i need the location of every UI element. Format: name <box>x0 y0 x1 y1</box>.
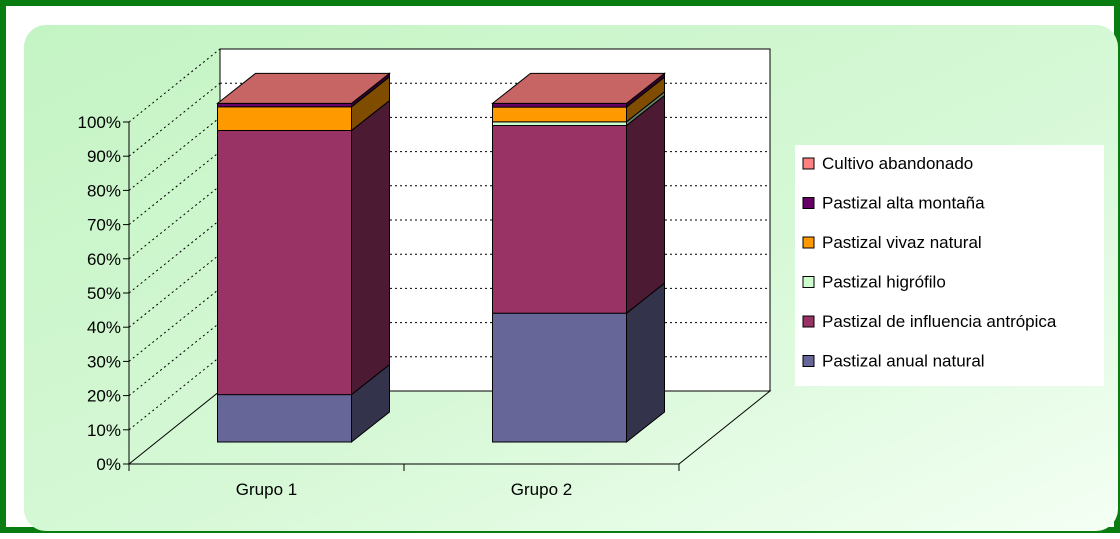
bar-segment-front <box>217 106 352 132</box>
bar-segment-front <box>217 102 352 108</box>
bar-segment-front <box>492 102 627 108</box>
bar-segment-front <box>492 121 627 127</box>
legend-swatch <box>802 355 815 367</box>
y-tick-label: 100% <box>78 113 121 132</box>
legend-label: Pastizal alta montaña <box>822 194 985 213</box>
legend-swatch <box>802 197 815 209</box>
bar-segment-side <box>626 94 665 315</box>
legend-label: Pastizal vivaz natural <box>822 233 982 252</box>
y-tick-label: 30% <box>87 352 121 371</box>
y-tick-label: 70% <box>87 216 121 235</box>
x-category-label: Grupo 1 <box>236 480 297 499</box>
legend-swatch <box>802 315 815 328</box>
bar-stack <box>491 72 666 444</box>
legend: Cultivo abandonado Pastizal alta montaña P… <box>795 145 1104 386</box>
bars <box>216 72 666 444</box>
y-tick-label: 10% <box>87 421 121 440</box>
bar-top-cap <box>491 72 666 104</box>
y-tick-label: 50% <box>87 284 121 303</box>
bar-segment-front <box>492 106 627 123</box>
stacked-3d-bar-chart: 0% 10% 20% 30% 40% 50% 60% 70% 80% 90% 100% Grupo … <box>24 25 1118 531</box>
legend-swatch <box>802 276 815 288</box>
x-category-label: Grupo 2 <box>511 480 572 499</box>
y-tick-label: 20% <box>87 387 121 406</box>
legend-label: Cultivo abandonado <box>822 154 973 173</box>
legend-swatch <box>802 236 815 249</box>
y-tick-label: 60% <box>87 250 121 269</box>
bar-stack <box>216 72 391 444</box>
y-tick-label: 0% <box>96 455 121 474</box>
bar-segment-front <box>492 125 627 314</box>
bar-segment-front <box>217 394 352 443</box>
legend-label: Pastizal higrófilo <box>822 273 946 292</box>
bar-top-cap <box>216 72 391 104</box>
bar-segment-front <box>492 312 627 443</box>
bar-segment-front <box>217 130 352 396</box>
bar-segment-side <box>351 99 390 396</box>
legend-label: Pastizal anual natural <box>822 352 985 371</box>
legend-label: Pastizal de influencia antrópica <box>822 312 1057 331</box>
legend-box <box>795 145 1104 386</box>
legend-swatch <box>802 157 815 170</box>
axes <box>123 121 680 471</box>
y-axis-tick-labels: 0% 10% 20% 30% 40% 50% 60% 70% 80% 90% 100% <box>78 113 121 474</box>
y-tick-label: 40% <box>87 318 121 337</box>
x-axis-category-labels: Grupo 1 Grupo 2 <box>236 480 572 499</box>
y-tick-label: 90% <box>87 147 121 166</box>
y-tick-label: 80% <box>87 181 121 200</box>
